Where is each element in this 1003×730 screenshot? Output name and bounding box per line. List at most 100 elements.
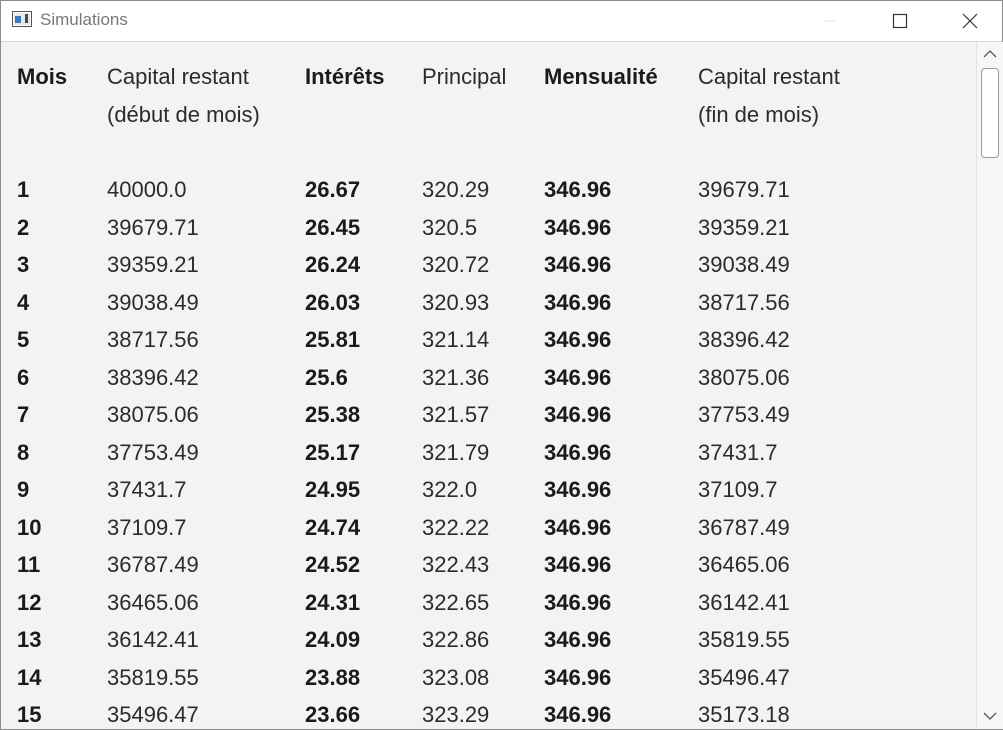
cell-capital-debut: 37753.49: [107, 439, 199, 465]
cell-capital-debut: 38717.56: [107, 327, 199, 352]
cell-principal: 320.5: [422, 214, 478, 240]
cell-interets: 24.09: [305, 627, 361, 652]
cell-mensualite: 346.96: [544, 589, 612, 615]
java-app-icon: [12, 11, 32, 27]
cell-principal: 322.65: [422, 589, 490, 615]
minimize-icon: [824, 20, 836, 22]
cell-capital-fin: 35173.18: [698, 702, 790, 727]
cell-principal: 322.43: [422, 552, 490, 577]
cell-mois: 13: [17, 627, 42, 652]
cell-mois: 5: [17, 327, 30, 352]
cell-mensualite: 346.96: [544, 214, 612, 240]
cell-principal: 321.57: [422, 402, 490, 427]
title-bar[interactable]: Simulations: [1, 1, 1002, 42]
cell-capital-debut: 35819.55: [107, 664, 199, 690]
cell-interets: 26.03: [305, 289, 361, 315]
cell-mois: 4: [17, 289, 30, 315]
cell-mois: 7: [17, 402, 30, 427]
cell-principal: 320.72: [422, 252, 490, 277]
cell-principal: 322.0: [422, 477, 478, 502]
column-header-capital-fin-subtitle: (fin de mois): [698, 102, 820, 127]
cell-capital-debut: 37109.7: [107, 514, 187, 540]
cell-principal: 323.08: [422, 664, 490, 690]
cell-mensualite: 346.96: [544, 627, 612, 652]
cell-principal: 322.22: [422, 514, 490, 540]
cell-principal: 322.86: [422, 627, 490, 652]
cell-capital-debut: 36787.49: [107, 552, 199, 577]
cell-interets: 25.81: [305, 327, 361, 352]
vertical-scrollbar[interactable]: [976, 42, 1003, 729]
cell-capital-fin: 37109.7: [698, 477, 778, 502]
cell-interets: 24.95: [305, 477, 361, 502]
cell-mois: 10: [17, 514, 42, 540]
cell-capital-fin: 39679.71: [698, 177, 790, 202]
cell-interets: 25.38: [305, 402, 361, 427]
cell-mois: 14: [17, 664, 42, 690]
cell-capital-debut: 38396.42: [107, 364, 199, 390]
cell-mois: 3: [17, 252, 30, 277]
cell-interets: 23.88: [305, 664, 361, 690]
cell-mensualite: 346.96: [544, 364, 612, 390]
cell-mois: 11: [17, 552, 41, 577]
cell-capital-fin: 37431.7: [698, 439, 778, 465]
window-title: Simulations: [40, 10, 128, 29]
scroll-up-icon[interactable]: [982, 48, 998, 60]
column-header-capital-debut: Capital restant: [107, 64, 249, 89]
maximize-icon: [892, 13, 908, 29]
cell-mensualite: 346.96: [544, 327, 612, 352]
cell-capital-debut: 35496.47: [107, 702, 199, 727]
cell-mois: 9: [17, 477, 30, 502]
cell-capital-fin: 35496.47: [698, 664, 790, 690]
cell-mensualite: 346.96: [544, 514, 612, 540]
minimize-button[interactable]: [807, 1, 853, 41]
cell-capital-debut: 40000.0: [107, 177, 187, 202]
cell-capital-fin: 39359.21: [698, 214, 790, 240]
scroll-down-icon[interactable]: [982, 710, 998, 722]
cell-capital-debut: 36142.41: [107, 627, 199, 652]
cell-interets: 24.74: [305, 514, 361, 540]
column-header-mensualite: Mensualité: [544, 64, 658, 89]
cell-capital-fin: 38717.56: [698, 289, 790, 315]
simulation-table: Mois Capital restant (début de mois) Intérê…: [1, 42, 976, 729]
cell-principal: 323.29: [422, 702, 490, 727]
cell-principal: 320.93: [422, 289, 490, 315]
cell-capital-debut: 37431.7: [107, 477, 187, 502]
cell-mois: 15: [17, 702, 42, 727]
cell-mois: 12: [17, 589, 42, 615]
column-header-capital-fin: Capital restant: [698, 64, 840, 89]
cell-principal: 320.29: [422, 177, 490, 202]
cell-capital-fin: 37753.49: [698, 402, 790, 427]
cell-mois: 8: [17, 439, 30, 465]
cell-capital-fin: 36787.49: [698, 514, 790, 540]
scrollbar-thumb[interactable]: [981, 68, 999, 158]
cell-principal: 321.36: [422, 364, 490, 390]
close-icon: [962, 13, 978, 29]
cell-capital-fin: 38075.06: [698, 364, 790, 390]
cell-mois: 6: [17, 364, 30, 390]
cell-capital-debut: 39679.71: [107, 214, 199, 240]
cell-principal: 321.79: [422, 439, 490, 465]
cell-mensualite: 346.96: [544, 177, 612, 202]
cell-mensualite: 346.96: [544, 552, 612, 577]
cell-principal: 321.14: [422, 327, 490, 352]
cell-capital-debut: 36465.06: [107, 589, 199, 615]
cell-capital-fin: 36465.06: [698, 552, 790, 577]
cell-interets: 25.6: [305, 364, 348, 390]
cell-interets: 24.52: [305, 552, 361, 577]
cell-mois: 1: [17, 177, 30, 202]
column-header-capital-debut-subtitle: (début de mois): [107, 102, 260, 127]
cell-mensualite: 346.96: [544, 664, 612, 690]
cell-capital-debut: 39038.49: [107, 289, 199, 315]
cell-mois: 2: [17, 214, 30, 240]
cell-mensualite: 346.96: [544, 439, 612, 465]
cell-capital-debut: 38075.06: [107, 402, 199, 427]
maximize-button[interactable]: [877, 1, 923, 41]
column-header-principal: Principal: [422, 64, 507, 89]
cell-interets: 23.66: [305, 702, 361, 727]
close-button[interactable]: [947, 1, 993, 41]
column-header-interets: Intérêts: [305, 64, 385, 89]
cell-interets: 25.17: [305, 439, 361, 465]
cell-capital-fin: 38396.42: [698, 327, 790, 352]
cell-mensualite: 346.96: [544, 477, 612, 502]
